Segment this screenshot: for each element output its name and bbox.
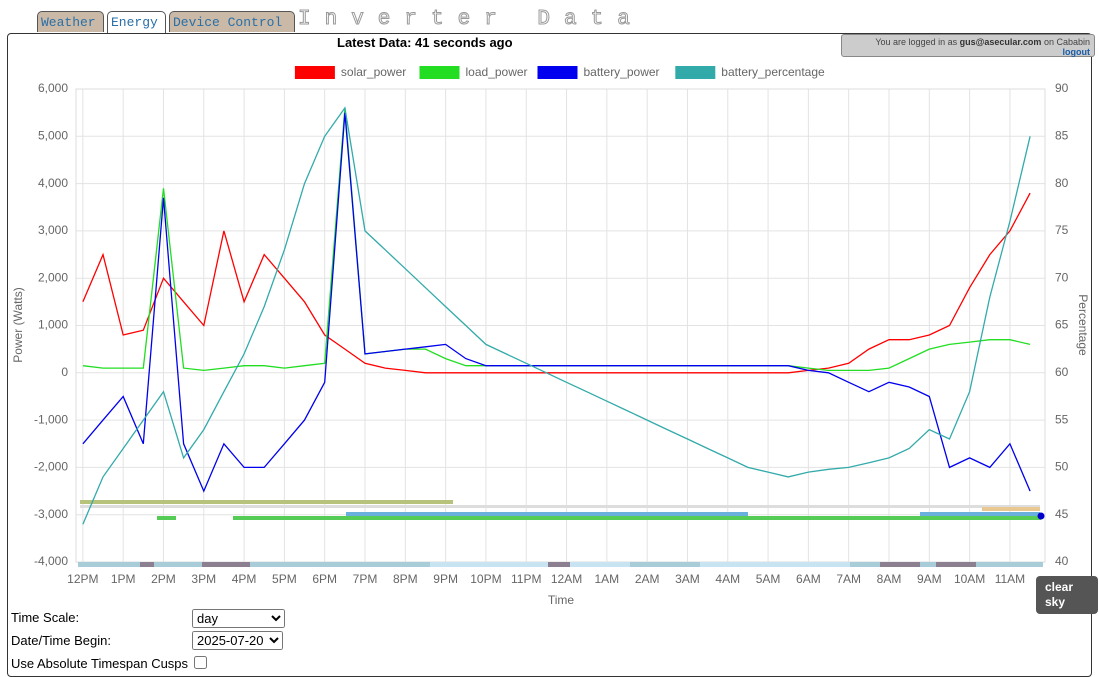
y2-tick-label: 45 [1055,507,1069,521]
tab[interactable]: Device Control [169,11,295,32]
status-bar [157,516,176,520]
x-tick-label: 1AM [595,572,620,586]
control-label: Date/Time Begin: [11,633,111,648]
weather-strip [548,562,570,567]
tooltip: clear sky [1036,576,1098,614]
page-title: Inverter Data [298,8,644,32]
x-tick-label: 12AM [551,572,582,586]
y-tick-label: 1,000 [38,318,68,332]
login-text: on Cababin [1043,37,1090,47]
legend-label: load_power [466,65,528,79]
x-tick-label: 7PM [353,572,378,586]
x-tick-label: 5AM [756,572,781,586]
y-tick-label: 4,000 [38,176,68,190]
legend-swatch [537,66,578,79]
legend-swatch [675,66,716,79]
x-tick-label: 6PM [312,572,337,586]
y-tick-label: -4,000 [34,554,68,568]
tab[interactable]: Weather [37,11,104,32]
legend-swatch [294,66,335,79]
x-tick-label: 12PM [67,572,98,586]
control-label: Use Absolute Timespan Cusps [11,656,189,671]
time-scale-select[interactable]: day [192,609,285,628]
series-line [82,192,1031,374]
plot [82,106,1031,525]
status-bar [233,516,1041,520]
y-tick-label: -3,000 [34,507,68,521]
login-user: gus@asecular.com [959,37,1042,47]
x-tick-label: 2AM [635,572,660,586]
legend-label: solar_power [341,65,406,79]
series-line [82,112,1031,493]
y2-tick-label: 50 [1055,460,1069,474]
y2-tick-label: 65 [1055,318,1069,332]
legend-label: battery_percentage [721,65,825,79]
y2-tick-label: 90 [1055,81,1069,95]
x-tick-label: 3PM [191,572,216,586]
chart: -4,000 -3,000 -2,000 -1,000 0 1,000 2,000 3,000… [11,65,1090,607]
weather-strip [140,562,154,567]
y-axis-label: Power (Watts) [11,287,25,363]
y2-tick-label: 85 [1055,128,1069,142]
weather-strip [936,562,976,567]
y-tick-label: 2,000 [38,270,68,284]
series-line [82,107,1031,372]
x-tick-label: 11PM [511,572,541,586]
status-bars [78,500,1043,567]
x-tick-label: 6AM [796,572,821,586]
cursor-dot [1037,512,1045,520]
y2-tick-label: 75 [1055,223,1069,237]
weather-strip [700,562,850,567]
status-bar [346,512,748,516]
x-axis-label: Time [548,593,575,607]
y2-tick-label: 80 [1055,176,1069,190]
y-tick-label: 6,000 [38,81,68,95]
weather-strip [202,562,250,567]
y2-axis-label: Percentage [1076,294,1090,356]
login-box: You are logged in as gus@asecular.com on… [841,34,1095,57]
y2-tick-label: 55 [1055,412,1069,426]
x-tick-label: 3AM [675,572,700,586]
y2-tick-label: 40 [1055,554,1069,568]
x-tick-label: 8AM [877,572,902,586]
tab-active[interactable]: Energy [107,11,166,34]
x-tick-label: 10AM [954,572,985,586]
status-bar [982,507,1040,511]
x-tick-label: 9PM [433,572,458,586]
date-select[interactable]: 2025-07-20 [192,631,283,650]
legend-label: battery_power [584,65,660,79]
status-bar [80,500,453,504]
status-bar [80,505,1040,508]
series-line [82,106,1031,525]
y-tick-label: 0 [61,365,68,379]
cusps-checkbox[interactable] [194,656,207,669]
y-tick-label: -1,000 [34,412,68,426]
control-label: Time Scale: [11,610,80,625]
x-tick-label: 1PM [111,572,136,586]
y2-tick-label: 60 [1055,365,1069,379]
x-tick-label: 7AM [836,572,861,586]
y2-tick-label: 70 [1055,270,1069,284]
y-tick-label: 3,000 [38,223,68,237]
x-tick-label: 8PM [393,572,418,586]
y-tick-label: 5,000 [38,128,68,142]
x-tick-label: 10PM [470,572,501,586]
logout-link[interactable]: logout [1062,47,1091,57]
weather-strip [880,562,920,567]
x-tick-label: 9AM [917,572,942,586]
x-tick-label: 4PM [232,572,257,586]
login-text: You are logged in as [875,37,958,47]
status-bar [920,512,1040,516]
y-tick-label: -2,000 [34,460,68,474]
x-tick-label: 5PM [272,572,297,586]
x-tick-label: 2PM [151,572,176,586]
weather-strip [430,562,630,567]
legend-swatch [419,66,460,79]
status: Latest Data: 41 seconds ago [337,35,513,50]
x-tick-label: 4AM [715,572,740,586]
grid: -4,000 -3,000 -2,000 -1,000 0 1,000 2,000 3,000… [34,65,1069,586]
x-tick-label: 11AM [995,572,1025,586]
